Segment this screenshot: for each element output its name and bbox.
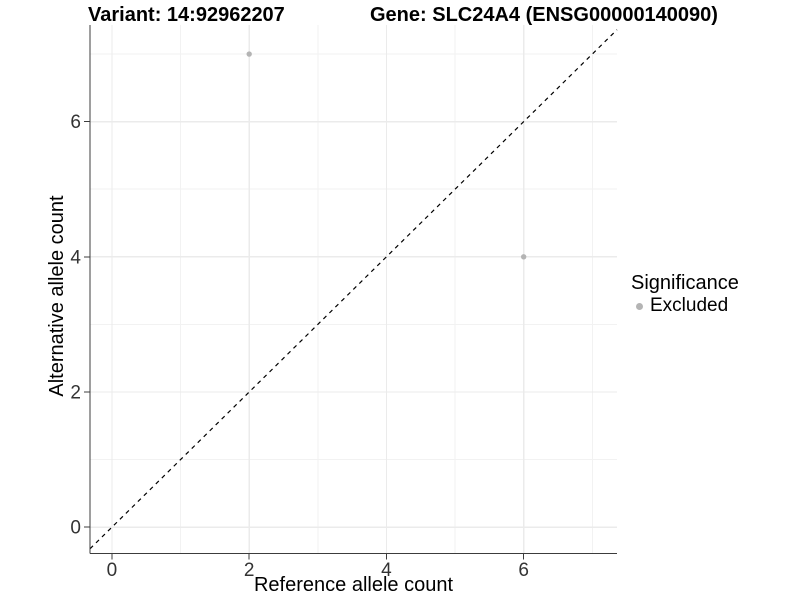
- legend-title: Significance: [631, 272, 739, 294]
- y-tick-label: 0: [70, 518, 81, 539]
- identity-line: [89, 29, 618, 550]
- legend-entry-label: Excluded: [650, 295, 729, 316]
- data-point: [246, 51, 252, 57]
- y-tick-label: 4: [70, 247, 81, 268]
- x-tick-label: 0: [107, 560, 118, 581]
- y-tick-label: 2: [70, 382, 81, 403]
- x-axis-title: Reference allele count: [253, 574, 453, 596]
- legend-entry-excluded: Excluded: [631, 296, 739, 316]
- data-point: [520, 254, 527, 260]
- y-tick-label: 6: [70, 112, 81, 133]
- x-tick-label: 2: [244, 560, 255, 581]
- y-axis-title: Alternative allele count: [46, 195, 68, 397]
- x-tick-label: 4: [381, 560, 392, 581]
- legend-point-icon: [636, 302, 643, 310]
- legend: Significance Excluded: [631, 273, 739, 316]
- x-tick-label: 6: [518, 560, 529, 581]
- plot-title-variant: Variant: 14:92962207: [88, 4, 285, 26]
- plot-title-gene: Gene: SLC24A4 (ENSG00000140090): [370, 4, 718, 26]
